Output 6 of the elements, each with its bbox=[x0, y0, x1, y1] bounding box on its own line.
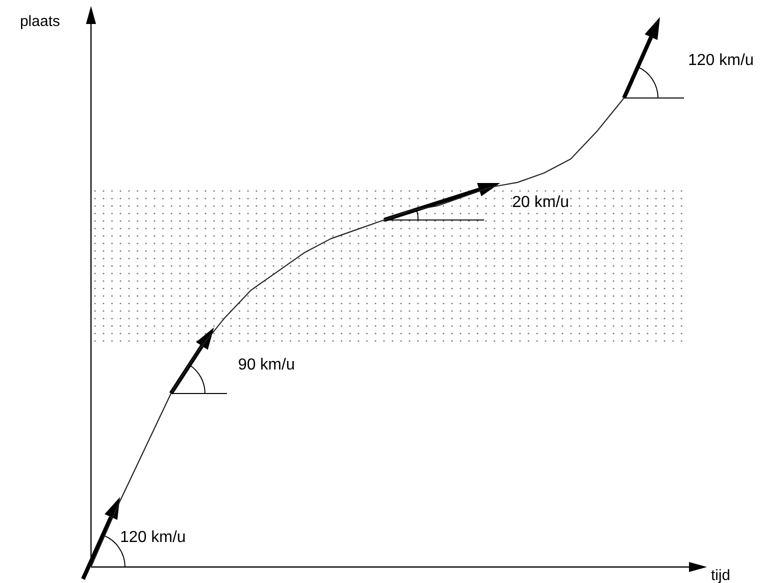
annotation: 20 km/u bbox=[512, 194, 570, 211]
annotation: 120 km/u bbox=[120, 529, 186, 546]
text: 120 km/u bbox=[688, 52, 754, 69]
x-axis-title: tijd bbox=[711, 567, 730, 583]
y-axis-title: plaats bbox=[20, 13, 60, 30]
annotation: 90 km/u bbox=[238, 356, 295, 374]
